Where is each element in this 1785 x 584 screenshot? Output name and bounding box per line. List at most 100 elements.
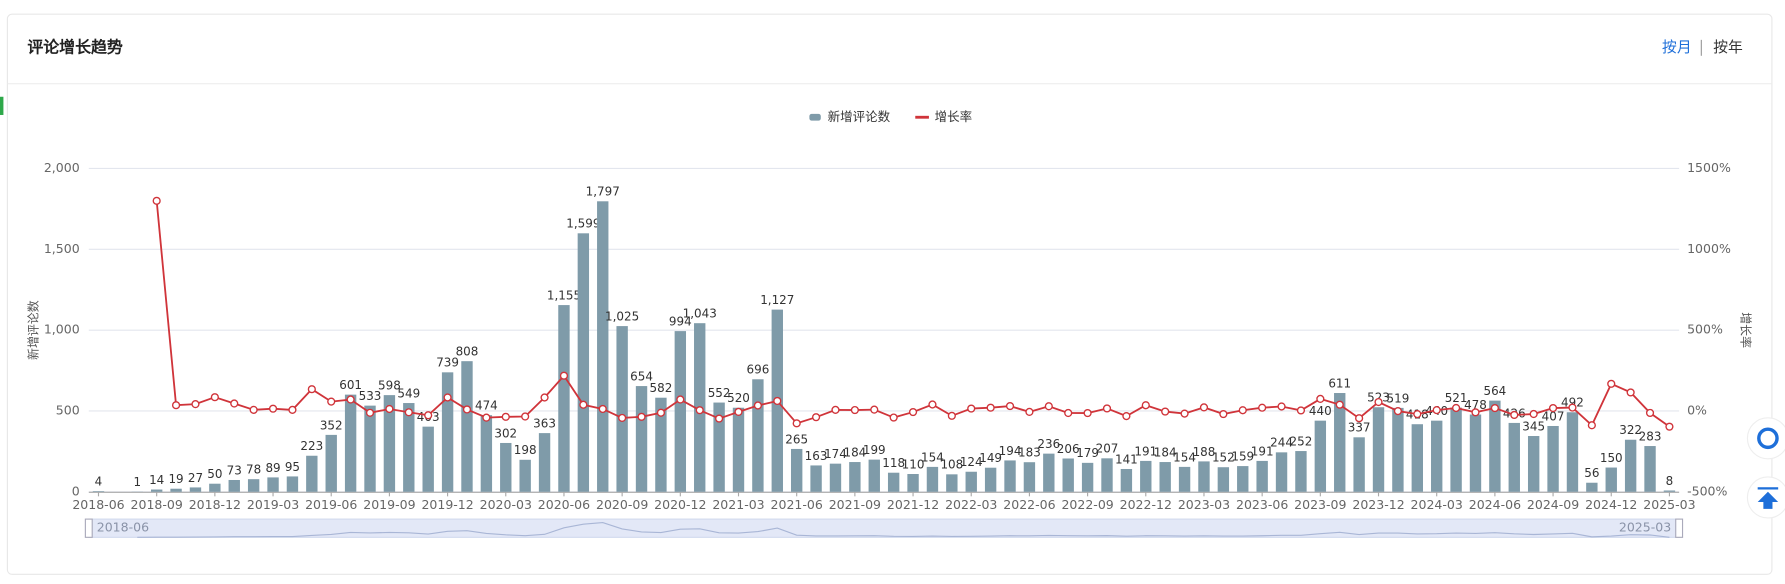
rate-point — [1102, 404, 1112, 413]
y-tick-label: 0 — [72, 483, 80, 498]
bar-value-label: 159 — [1231, 449, 1254, 463]
rate-point — [1122, 412, 1131, 421]
rate-point — [521, 412, 530, 421]
bar-value-label: 265 — [785, 432, 808, 446]
back-to-top[interactable] — [1746, 476, 1785, 519]
toggle-year[interactable]: 按年 — [1713, 39, 1743, 56]
rate-point — [850, 405, 859, 415]
rate-point — [870, 405, 879, 414]
rate-point — [1335, 400, 1344, 409]
rate-point — [1607, 379, 1616, 388]
y2-axis-title: 增长率 — [1739, 312, 1754, 348]
x-tick-label: 2019-09 — [363, 497, 415, 512]
bar-value-label: 191 — [1134, 444, 1157, 458]
x-tick-label: 2021-12 — [887, 497, 939, 512]
bar-value-label: 154 — [1173, 450, 1196, 464]
zoom-preview — [137, 522, 1670, 538]
bar — [422, 426, 434, 492]
y2-tick-label: 0% — [1687, 402, 1707, 417]
bar-value-label: 183 — [1018, 446, 1041, 460]
rate-point — [908, 407, 918, 417]
rate-point — [191, 400, 200, 409]
bar — [1159, 462, 1171, 492]
rate-point — [676, 395, 685, 404]
rate-point — [346, 395, 355, 404]
y-tick-label: 500 — [56, 402, 80, 417]
bar-value-label: 601 — [339, 378, 362, 392]
y2-tick-label: 1000% — [1687, 241, 1731, 256]
bar — [150, 489, 163, 492]
rate-point — [579, 400, 588, 409]
rate-point — [268, 404, 278, 413]
bar-value-label: 407 — [1542, 409, 1565, 423]
bar-value-label: 520 — [727, 391, 750, 405]
bar-value-label: 474 — [475, 399, 498, 413]
bar — [887, 472, 900, 492]
bar — [1489, 400, 1501, 492]
x-tick-label: 2023-09 — [1294, 497, 1346, 512]
bar-value-label: 27 — [188, 471, 203, 485]
zoom-end-label: 2025-03 — [1619, 520, 1671, 535]
rate-point — [365, 408, 375, 417]
rate-point — [1296, 406, 1306, 415]
bar — [713, 402, 725, 492]
bar-value-label: 118 — [882, 456, 905, 470]
bar — [616, 326, 628, 492]
bar — [364, 405, 376, 492]
bar-value-label: 154 — [921, 450, 944, 464]
rate-point — [715, 414, 724, 423]
x-tick-label: 2018-12 — [189, 497, 241, 512]
bar — [480, 415, 493, 492]
rate-point — [249, 405, 258, 414]
bar — [1372, 407, 1385, 492]
bar — [849, 462, 861, 492]
rate-point — [171, 401, 181, 410]
bar — [1411, 424, 1423, 492]
bar — [92, 491, 105, 492]
bar — [752, 379, 764, 492]
bar-value-label: 519 — [1387, 391, 1410, 405]
bar — [984, 467, 997, 492]
bar-value-label: 184 — [843, 445, 866, 459]
bar-value-label: 188 — [1193, 445, 1216, 459]
rate-point — [1432, 406, 1441, 415]
bar-value-label: 149 — [979, 451, 1002, 465]
bar-value-label: 206 — [1057, 442, 1080, 456]
rate-point — [288, 405, 297, 414]
bar-value-label: 199 — [863, 443, 886, 457]
bar-value-label: 533 — [359, 389, 382, 403]
zoom-start-label: 2018-06 — [97, 520, 149, 535]
zoom-handle — [1675, 518, 1684, 538]
bar-value-label: 8 — [1666, 474, 1674, 488]
x-tick-label: 2020-03 — [480, 497, 532, 512]
bar — [403, 403, 415, 492]
bar — [383, 395, 396, 492]
rate-point — [1626, 388, 1635, 397]
toggle-month[interactable]: 按月 — [1662, 39, 1692, 56]
x-tick-label: 2023-12 — [1352, 497, 1404, 512]
bar-value-label: 14 — [149, 473, 164, 487]
legend-swatch-bar — [809, 113, 821, 121]
bar-value-label: 194 — [999, 444, 1022, 458]
bar — [189, 487, 202, 492]
bar — [577, 233, 590, 492]
bar — [1450, 407, 1462, 492]
bar-value-label: 611 — [1328, 376, 1351, 390]
side-marker — [0, 96, 4, 115]
bar — [325, 434, 337, 492]
x-tick-label: 2019-12 — [421, 497, 473, 512]
bar-value-label: 363 — [533, 417, 556, 431]
bar — [946, 474, 958, 492]
bar-value-label: 302 — [494, 426, 517, 440]
bar — [868, 459, 880, 492]
bar — [344, 394, 357, 492]
rate-point — [1161, 407, 1170, 416]
rate-point — [1258, 403, 1267, 412]
bar — [965, 471, 977, 492]
rate-point — [443, 393, 452, 402]
bar-value-label: 252 — [1290, 434, 1313, 448]
x-tick-label: 2021-09 — [829, 497, 881, 512]
support-button[interactable] — [1746, 417, 1785, 460]
x-tick-label: 2022-03 — [945, 497, 997, 512]
rate-point — [1005, 401, 1015, 411]
